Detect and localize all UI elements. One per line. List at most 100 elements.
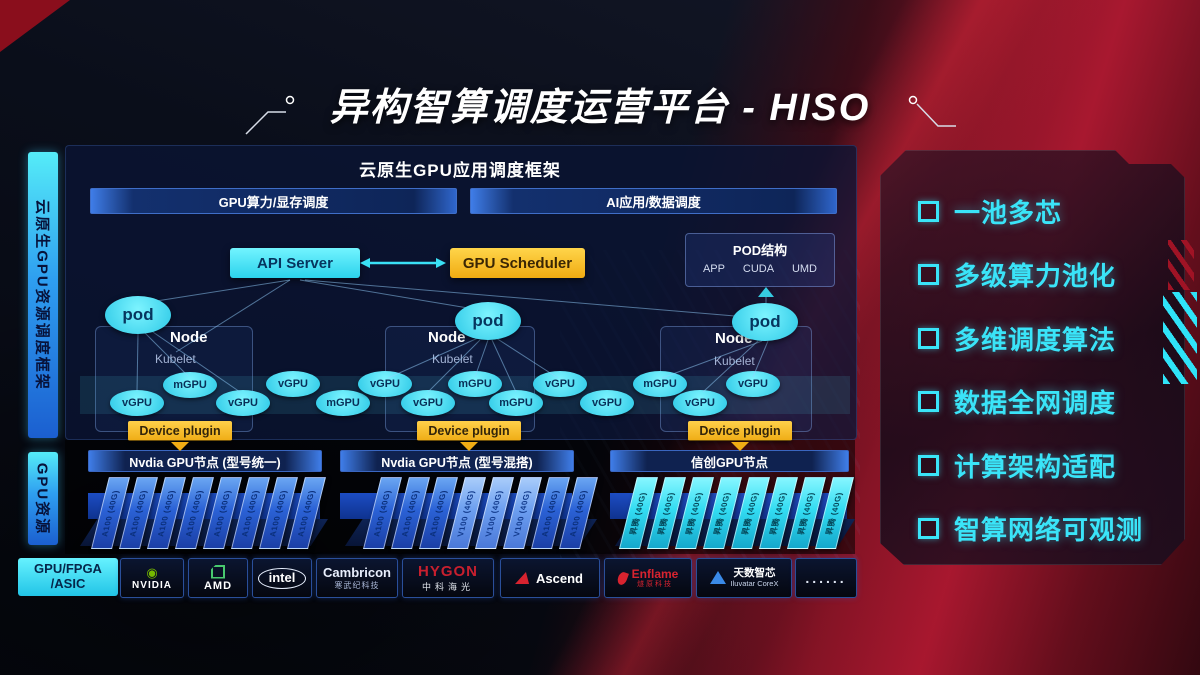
pod-structure-items: APP CUDA UMD — [686, 263, 834, 275]
vgpu-ellipse: vGPU — [358, 371, 412, 397]
vendor-box-enflame: Enflame 燧原科技 — [604, 558, 692, 598]
cambricon-sublabel: 寒武纪科技 — [334, 581, 380, 590]
vendor-box-cambricon: Cambricon 寒武纪科技 — [316, 558, 398, 598]
device-plugin-2: Device plugin — [417, 421, 521, 441]
feature-item: 多级算力池化 — [918, 258, 1116, 292]
vendor-box-iluvatar: 天数智芯 Iluvatar CoreX — [696, 558, 792, 598]
vgpu-ellipse: vGPU — [216, 390, 270, 416]
page-title: 异构智算调度运营平台 - HISO — [329, 87, 871, 129]
sidebar-framework-label: 云原生GPU资源调度框架 — [33, 199, 51, 391]
mgpu-ellipse: mGPU — [316, 390, 370, 416]
mgpu-ellipse: mGPU — [489, 390, 543, 416]
pod-structure-item: UMD — [791, 263, 818, 275]
node-1-label: Node — [170, 329, 208, 346]
pod-structure-title: POD结构 — [732, 243, 788, 258]
gpu-scheduler-box: GPU Scheduler — [450, 248, 585, 278]
decor-cyan-stripes — [1163, 292, 1197, 384]
iluvatar-row: 天数智芯 Iluvatar CoreX — [709, 568, 779, 588]
ascend-row: Ascend — [515, 570, 583, 586]
feature-bullet-icon — [918, 327, 939, 349]
vgpu-ellipse: vGPU — [673, 390, 727, 416]
feature-item: 计算架构适配 — [918, 448, 1116, 482]
chip-types-line2: /ASIC — [50, 576, 86, 591]
vgpu-ellipse: vGPU — [533, 371, 587, 397]
cambricon-label: Cambricon — [323, 565, 391, 580]
nvidia-label: NVIDIA — [132, 579, 172, 591]
nvidia-logo-icon: ◉ — [146, 564, 158, 580]
iluvatar-sublabel: Iluvatar CoreX — [730, 578, 779, 588]
feature-bullet-icon — [918, 391, 939, 412]
framework-header: 云原生GPU应用调度框架 — [359, 161, 561, 180]
pod-structure-box: POD结构 APP CUDA UMD — [685, 233, 835, 287]
node-1-kubelet: Kubelet — [155, 352, 196, 366]
iluvatar-stack: 天数智芯 Iluvatar CoreX — [731, 568, 779, 588]
feature-panel: 一池多芯多级算力池化 多维调度算法 数据全网调度 计算架构适配 智算网络可观测 — [880, 150, 1185, 565]
vgpu-ellipse: vGPU — [266, 371, 320, 397]
sidebar-gpu-resource-bar: GPU资源 — [28, 452, 58, 545]
api-server-box: API Server — [230, 248, 360, 278]
chip-types-line1: GPU/FPGA — [34, 561, 102, 577]
vgpu-ellipse: vGPU — [110, 390, 164, 416]
feature-bullet-icon — [918, 518, 939, 539]
bar-gpu-compute-scheduling: GPU算力/显存调度 — [90, 188, 457, 214]
pod-ellipse-2: pod — [455, 302, 521, 340]
bar-ai-data-scheduling: AI应用/数据调度 — [470, 188, 837, 214]
vgpu-ellipse: vGPU — [401, 390, 455, 416]
iluvatar-logo-icon — [709, 571, 726, 585]
iluvatar-label: 天数智芯 — [733, 567, 776, 580]
more-vendors-label: ...... — [805, 570, 847, 586]
pod-structure-item: APP — [702, 263, 725, 275]
feature-label: 计算架构适配 — [954, 451, 1117, 482]
feature-bullet-icon — [918, 454, 939, 476]
enflame-row: Enflame 燧原科技 — [615, 566, 679, 589]
vendor-box-hygon: HYGON 中科海光 — [402, 558, 494, 598]
mgpu-ellipse: mGPU — [163, 372, 217, 398]
hygon-label: HYGON — [417, 563, 478, 580]
feature-item: 智算网络可观测 — [918, 512, 1143, 546]
mgpu-ellipse: mGPU — [448, 371, 502, 397]
vendor-box-ascend: Ascend — [500, 558, 600, 598]
mgpu-ellipse: mGPU — [633, 371, 687, 397]
feature-item: 一池多芯 — [918, 194, 1062, 228]
feature-item: 数据全网调度 — [918, 385, 1116, 419]
chip-types-box: GPU/FPGA /ASIC — [18, 558, 118, 596]
device-plugin-1: Device plugin — [128, 421, 232, 441]
node-2-kubelet: Kubelet — [432, 352, 473, 366]
gpu-group-2-header: Nvdia GPU节点 (型号混搭) — [340, 450, 574, 472]
ascend-logo-icon — [515, 572, 533, 584]
vendor-box-amd: AMD — [188, 558, 248, 598]
decor-red-stripes — [1168, 240, 1194, 290]
pod-structure-item: CUDA — [742, 263, 775, 275]
device-plugin-3: Device plugin — [688, 421, 792, 441]
gpu-group-3-header: 信创GPU节点 — [610, 450, 849, 472]
feature-bullet-icon — [918, 264, 939, 285]
feature-label: 多维调度算法 — [954, 324, 1117, 355]
feature-label: 智算网络可观测 — [954, 515, 1144, 545]
node-3-kubelet: Kubelet — [714, 354, 755, 368]
enflame-sublabel: 燧原科技 — [637, 580, 673, 588]
gpu-group-1-header: Nvdia GPU节点 (型号统一) — [88, 450, 322, 472]
feature-label: 数据全网调度 — [954, 388, 1117, 418]
amd-label: AMD — [203, 579, 233, 592]
vgpu-ellipse: vGPU — [726, 371, 780, 397]
feature-bullet-icon — [918, 200, 939, 222]
pod-ellipse-1: pod — [105, 296, 171, 334]
sidebar-framework-bar: 云原生GPU资源调度框架 — [28, 152, 58, 438]
feature-item: 多维调度算法 — [918, 321, 1116, 355]
pod-ellipse-3: pod — [732, 303, 798, 341]
hygon-sublabel: 中科海光 — [421, 582, 474, 592]
enflame-label: Enflame — [631, 566, 679, 581]
sidebar-gpu-resource-label: GPU资源 — [33, 462, 51, 535]
enflame-stack: Enflame 燧原科技 — [631, 566, 679, 589]
vendor-box-more: ...... — [795, 558, 857, 598]
vgpu-ellipse: vGPU — [580, 390, 634, 416]
feature-label: 多级算力池化 — [954, 261, 1117, 291]
vendor-box-nvidia: ◉ NVIDIA — [120, 558, 184, 598]
enflame-logo-icon — [615, 570, 629, 586]
ascend-label: Ascend — [536, 570, 583, 586]
intel-label: intel — [257, 567, 307, 589]
vendor-box-intel: intel — [252, 558, 312, 598]
amd-logo-icon — [211, 564, 225, 579]
feature-label: 一池多芯 — [954, 197, 1063, 228]
